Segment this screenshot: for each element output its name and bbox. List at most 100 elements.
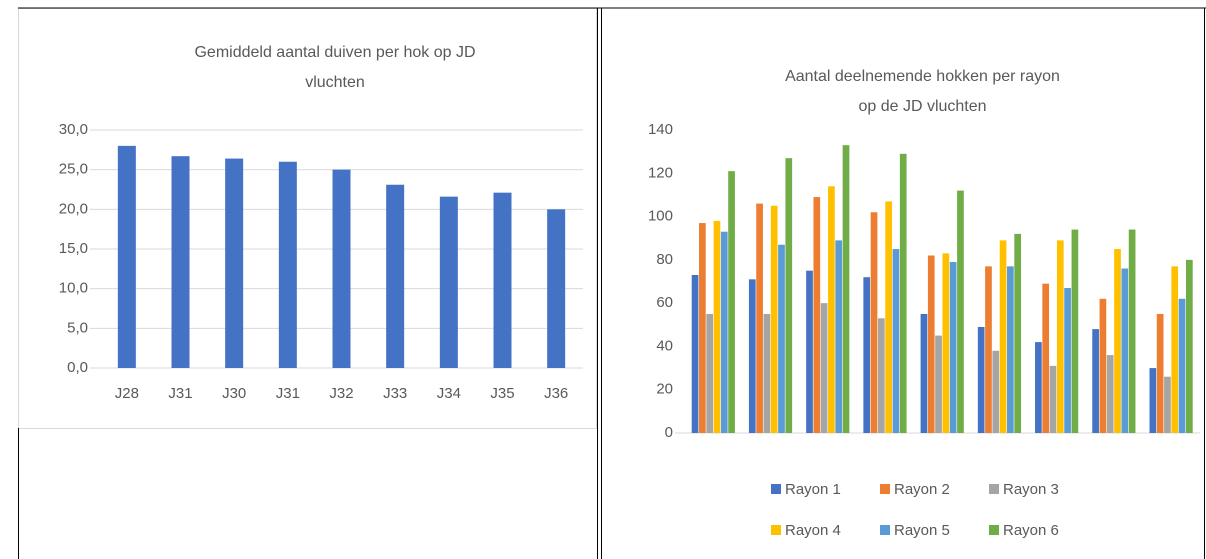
bar: [820, 303, 828, 433]
bar: [332, 169, 351, 368]
legend-label: Rayon 5: [894, 522, 950, 539]
legend-label: Rayon 6: [1003, 522, 1059, 539]
y-tick-label: 120: [648, 164, 673, 181]
y-tick-label: 100: [648, 208, 673, 225]
bar: [1171, 266, 1179, 433]
x-tick-label: J32: [329, 385, 353, 402]
bar: [927, 255, 935, 433]
legend-swatch: [880, 525, 890, 535]
bar: [1128, 229, 1136, 433]
y-tick-label: 20,0: [59, 200, 88, 217]
legend-label: Rayon 4: [785, 522, 841, 539]
bar: [1071, 229, 1079, 433]
bar: [225, 158, 244, 368]
bar: [706, 313, 714, 433]
bar: [892, 249, 900, 433]
bar: [1164, 376, 1171, 433]
bar: [1185, 259, 1193, 433]
x-tick-label: J31: [168, 385, 192, 402]
bar: [842, 145, 850, 433]
bar: [1049, 365, 1057, 433]
bar: [1092, 329, 1099, 433]
bar: [957, 190, 964, 433]
bar: [1149, 368, 1157, 433]
y-tick-label: 140: [648, 121, 673, 138]
bar: [813, 197, 821, 433]
bar: [1064, 287, 1071, 433]
bar: [985, 266, 992, 433]
x-tick-label: J35: [490, 385, 514, 402]
bar: [171, 156, 190, 368]
bar: [386, 184, 405, 368]
y-tick-label: 40: [656, 337, 673, 354]
bar: [935, 335, 942, 433]
bar: [899, 153, 907, 434]
bar: [713, 220, 721, 433]
chart-title: Aantal deelnemende hokken per rayon op d…: [785, 68, 1060, 115]
legend-swatch: [989, 525, 999, 535]
legend-swatch: [989, 484, 999, 494]
bar: [1106, 355, 1114, 433]
bar: [806, 270, 813, 433]
y-tick-label: 25,0: [59, 161, 88, 178]
x-tick-label: J36: [544, 385, 568, 402]
bar: [949, 262, 957, 433]
bar: [1114, 249, 1121, 433]
bar: [999, 240, 1007, 433]
bar: [1156, 313, 1164, 433]
legend-swatch: [771, 484, 781, 494]
legend-label: Rayon 1: [785, 481, 841, 498]
legend-swatch: [880, 484, 890, 494]
bar: [1035, 342, 1042, 433]
bar: [1121, 268, 1129, 433]
y-tick-label: 80: [656, 251, 673, 268]
bar: [699, 223, 706, 433]
bar: [1056, 240, 1064, 433]
bar: [748, 279, 756, 433]
x-tick-label: J28: [115, 385, 139, 402]
y-tick-label: 30,0: [59, 121, 88, 138]
bar: [778, 244, 785, 433]
bar: [877, 318, 885, 433]
bar: [1178, 298, 1186, 433]
bar: [785, 158, 793, 433]
chart-title: Gemiddeld aantal duiven per hok op JD vl…: [194, 44, 476, 91]
bar: [1099, 298, 1107, 433]
bar: [870, 212, 878, 433]
legend-label: Rayon 3: [1003, 481, 1059, 498]
bar: [770, 205, 778, 433]
bar: [439, 196, 458, 368]
bar: [278, 161, 297, 368]
bar: [547, 209, 566, 368]
y-tick-label: 60: [656, 294, 673, 311]
x-tick-label: J33: [383, 385, 407, 402]
x-tick-label: J30: [222, 385, 246, 402]
bar: [763, 313, 771, 433]
bar: [992, 350, 1000, 433]
x-tick-label: J31: [276, 385, 300, 402]
bar: [756, 203, 763, 433]
bar: [920, 313, 928, 433]
y-tick-label: 15,0: [59, 240, 88, 257]
legend-label: Rayon 2: [894, 481, 950, 498]
bar: [863, 277, 871, 433]
bar: [1014, 233, 1022, 433]
y-tick-label: 5,0: [67, 319, 88, 336]
bar: [1042, 283, 1050, 433]
x-tick-label: J34: [437, 385, 461, 402]
y-tick-label: 20: [656, 381, 673, 398]
y-tick-label: 10,0: [59, 280, 88, 297]
bar: [977, 326, 985, 433]
y-tick-label: 0,0: [67, 359, 88, 376]
bar: [942, 253, 950, 433]
bar: [1007, 266, 1014, 433]
bar: [728, 171, 735, 433]
y-tick-label: 0: [665, 424, 673, 441]
bar: [117, 145, 136, 368]
bar: [691, 275, 699, 433]
bar: [828, 186, 835, 433]
bar: [493, 192, 512, 368]
legend-swatch: [771, 525, 781, 535]
